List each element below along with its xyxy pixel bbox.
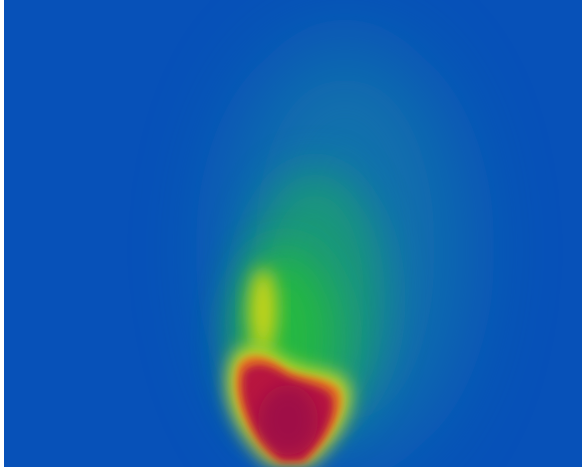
flame-core-dark [258, 385, 318, 455]
flame-heatmap [0, 0, 582, 471]
yellow-spike [249, 268, 277, 352]
field [4, 0, 582, 467]
page: {} (() => { const data = JSON.parse(docu… [0, 0, 582, 471]
